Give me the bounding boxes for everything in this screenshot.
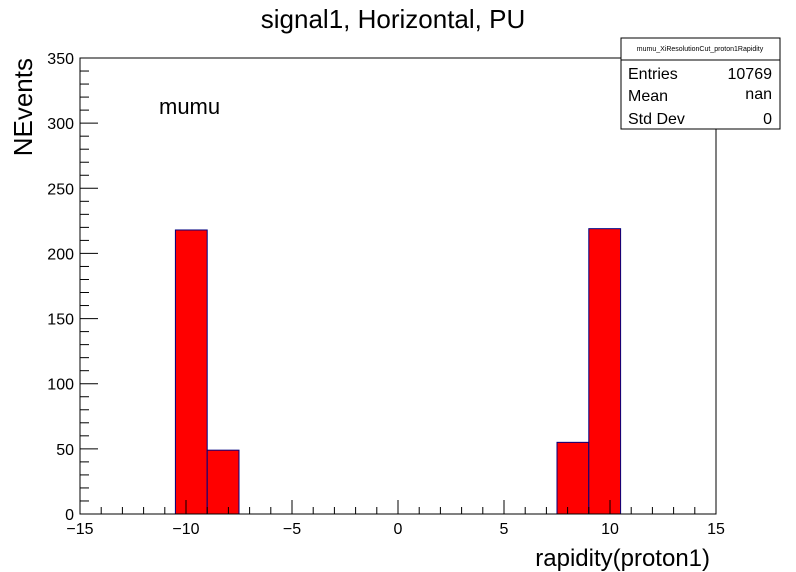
x-tick-label: −15	[66, 521, 93, 538]
stats-value-stddev: 0	[763, 111, 772, 128]
histogram-bar	[588, 228, 622, 515]
stats-value-entries: 10769	[728, 66, 773, 83]
y-tick-label: 100	[47, 377, 74, 394]
x-tick-label: 15	[707, 521, 725, 538]
y-tick-label: 250	[47, 181, 74, 198]
stats-label-entries: Entries	[628, 66, 678, 83]
histogram-bar	[174, 229, 208, 515]
x-tick-label: −5	[283, 521, 301, 538]
x-axis-label: rapidity(proton1)	[535, 545, 710, 572]
plot-frame	[79, 57, 717, 515]
y-tick-label: 0	[65, 507, 74, 524]
x-tick-label: 5	[500, 521, 509, 538]
annotation-mumu: mumu	[159, 94, 220, 119]
bars-layer	[174, 228, 622, 515]
stats-box-frame	[620, 37, 781, 130]
stats-value-mean: nan	[745, 86, 772, 103]
stats-label-mean: Mean	[628, 88, 668, 105]
x-tick-label: 10	[601, 521, 619, 538]
stats-box-title: mumu_XiResolutionCut_proton1Rapidity	[637, 46, 764, 53]
chart-title: signal1, Horizontal, PU	[261, 4, 525, 34]
stats-label-stddev: Std Dev	[628, 111, 685, 128]
y-tick-label: 200	[47, 246, 74, 263]
y-tick-label: 150	[47, 312, 74, 329]
histogram-bar	[556, 441, 590, 515]
histogram-bar	[206, 449, 240, 515]
stats-box: mumu_XiResolutionCut_proton1Rapidity Ent…	[620, 37, 781, 130]
y-axis-label: NEvents	[8, 58, 38, 156]
x-tick-label: −10	[172, 521, 199, 538]
y-tick-label: 300	[47, 116, 74, 133]
x-tick-label: 0	[394, 521, 403, 538]
y-tick-label: 50	[56, 442, 74, 459]
y-tick-label: 350	[47, 51, 74, 68]
